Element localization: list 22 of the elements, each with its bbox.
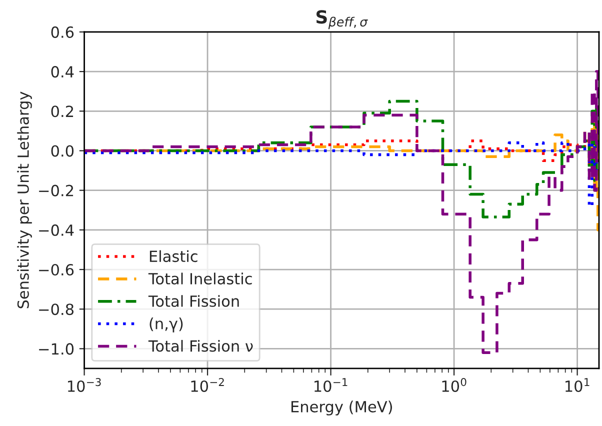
x-tick-label: 10$^{−2}$: [191, 378, 224, 392]
y-tick-label: 0.6: [51, 26, 74, 38]
x-tick-label: 10$^{−1}$: [314, 378, 348, 392]
x-tick-label: 10$^{0}$: [442, 378, 466, 392]
y-tick-label: −0.6: [39, 264, 74, 276]
y-tick-label: 0.2: [51, 106, 74, 118]
legend-label: Total Inelastic: [148, 272, 252, 285]
x-tick-label: 10$^{−3}$: [68, 378, 101, 392]
y-tick-label: −0.4: [39, 224, 74, 236]
x-axis-title: Energy (MeV): [291, 400, 392, 416]
y-axis-title: Sensitivity per Unit Lethargy: [17, 92, 32, 308]
legend-label: (n,γ): [150, 318, 183, 332]
y-tick-label: −0.2: [39, 184, 74, 196]
y-tick-label: −0.8: [39, 304, 74, 316]
legend-label: Total Fission: [148, 295, 239, 307]
y-tick-label: 0.0: [51, 145, 74, 157]
legend-label: Total Fission ν: [148, 340, 253, 352]
legend-label: Elastic: [150, 250, 198, 262]
x-tick-label: 10$^{1}$: [566, 378, 590, 392]
y-tick-label: 0.4: [51, 66, 74, 78]
y-tick-label: −1.0: [39, 343, 74, 355]
chart-title: S$_{βeff,σ}$: [316, 10, 368, 30]
